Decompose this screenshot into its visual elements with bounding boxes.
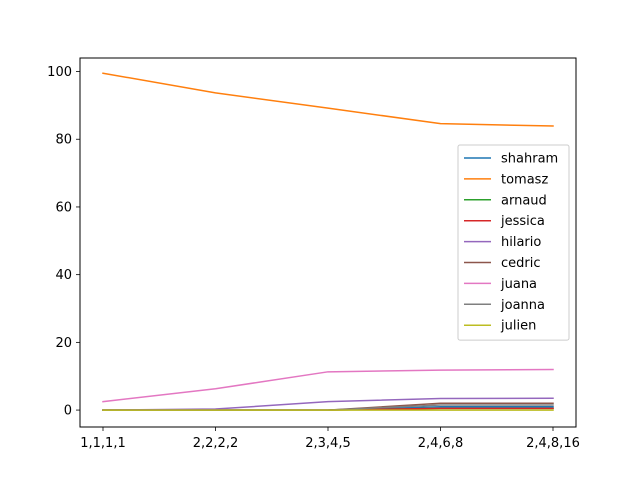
x-tick-label: 2,3,4,5 (305, 436, 350, 451)
series-line-tomasz (102, 72, 554, 127)
y-axis: 0 20 40 60 80 100 (47, 65, 80, 419)
legend-label-joanna: joanna (500, 298, 545, 313)
x-tick-label: 2,4,8,16 (526, 436, 580, 451)
x-axis: 1,1,1,1 2,2,2,2 2,3,4,5 2,4,6,8 2,4,8,16 (80, 427, 580, 451)
x-tick-label: 1,1,1,1 (80, 436, 125, 451)
legend-label-jessica: jessica (500, 214, 545, 229)
legend-label-cedric: cedric (501, 256, 541, 271)
series-layer (102, 72, 554, 411)
legend-label-arnaud: arnaud (501, 193, 547, 208)
y-tick-label: 0 (64, 404, 72, 419)
y-tick-label: 100 (47, 65, 72, 80)
y-tick-label: 40 (55, 268, 72, 283)
legend-label-juana: juana (500, 277, 537, 292)
legend-label-tomasz: tomasz (501, 172, 548, 187)
legend-label-shahram: shahram (501, 152, 558, 167)
y-tick-label: 60 (55, 200, 72, 215)
legend-label-julien: julien (500, 319, 536, 334)
legend-box (457, 144, 570, 341)
x-tick-label: 2,4,6,8 (418, 436, 463, 451)
legend-label-hilario: hilario (501, 235, 541, 250)
series-line-juana (102, 368, 554, 403)
y-tick-label: 20 (55, 336, 72, 351)
y-tick-label: 80 (55, 133, 72, 148)
legend: shahram tomasz arnaud jessica hilario cedric j… (457, 144, 570, 341)
x-tick-label: 2,2,2,2 (193, 436, 238, 451)
